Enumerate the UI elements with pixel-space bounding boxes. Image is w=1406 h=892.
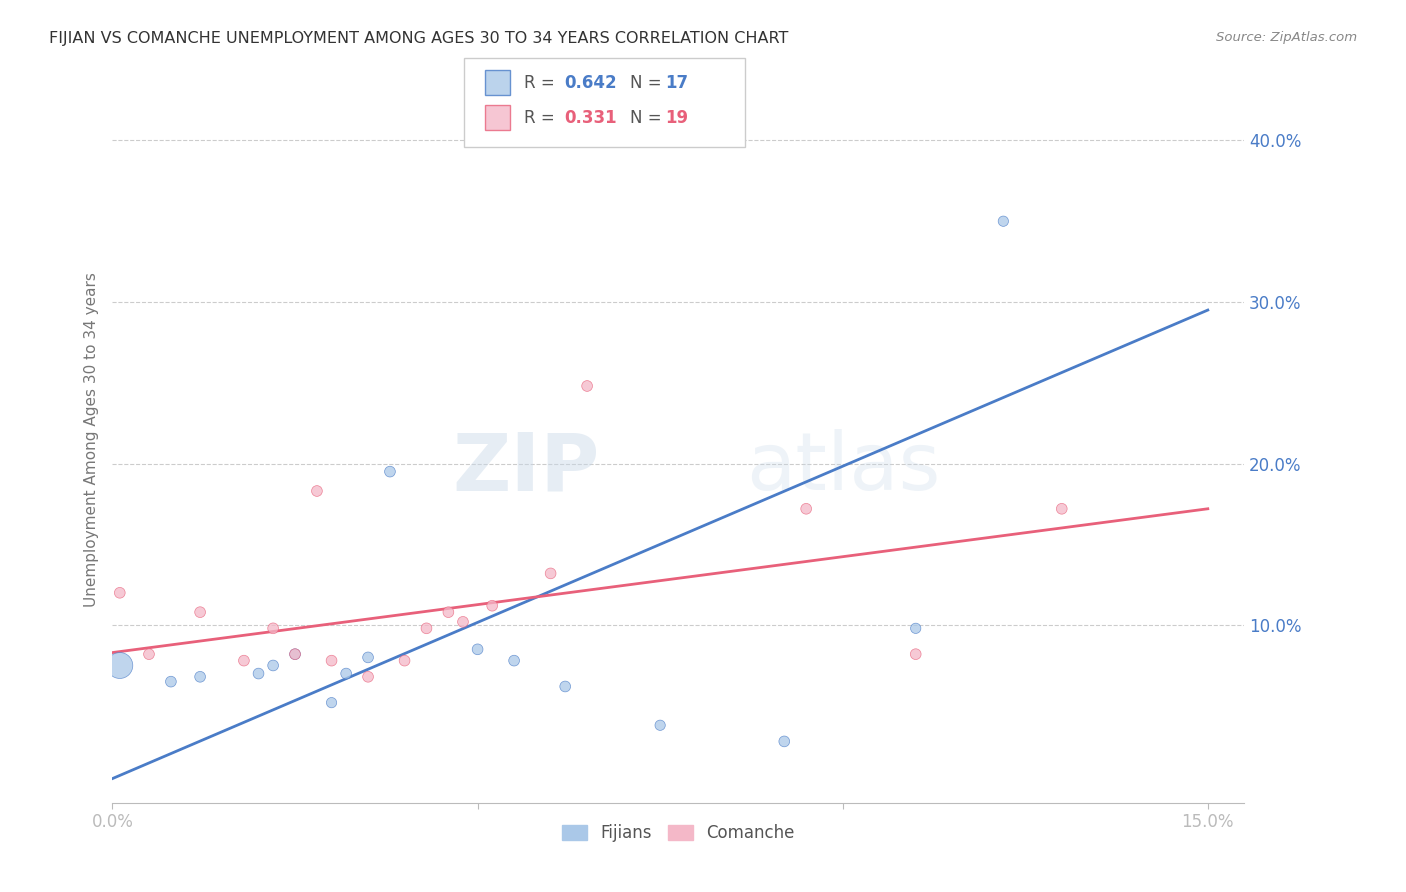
Text: atlas: atlas	[747, 429, 941, 508]
Point	[467, 642, 489, 657]
Point	[451, 615, 474, 629]
Text: FIJIAN VS COMANCHE UNEMPLOYMENT AMONG AGES 30 TO 34 YEARS CORRELATION CHART: FIJIAN VS COMANCHE UNEMPLOYMENT AMONG AG…	[49, 31, 789, 46]
Text: 0.642: 0.642	[564, 74, 616, 92]
Text: 17: 17	[665, 74, 688, 92]
Text: Source: ZipAtlas.com: Source: ZipAtlas.com	[1216, 31, 1357, 45]
Point	[232, 654, 254, 668]
Point	[108, 658, 131, 673]
Point	[904, 621, 927, 635]
Point	[284, 647, 307, 661]
Point	[305, 483, 328, 498]
Text: R =: R =	[524, 109, 561, 127]
Point	[650, 718, 672, 732]
Point	[247, 666, 270, 681]
Point	[904, 647, 927, 661]
Point	[554, 680, 576, 694]
Point	[262, 658, 284, 673]
Y-axis label: Unemployment Among Ages 30 to 34 years: Unemployment Among Ages 30 to 34 years	[83, 272, 98, 607]
Point	[188, 605, 211, 619]
Text: N =: N =	[630, 109, 666, 127]
Text: N =: N =	[630, 74, 666, 92]
Point	[503, 654, 526, 668]
Point	[394, 654, 416, 668]
Point	[773, 734, 796, 748]
Point	[108, 586, 131, 600]
Point	[993, 214, 1015, 228]
Point	[437, 605, 460, 619]
Text: ZIP: ZIP	[451, 429, 599, 508]
Point	[378, 465, 401, 479]
Point	[357, 650, 380, 665]
Point	[540, 566, 562, 581]
Point	[335, 666, 357, 681]
Legend: Fijians, Comanche: Fijians, Comanche	[555, 818, 801, 849]
Point	[481, 599, 503, 613]
Point	[1050, 501, 1073, 516]
Point	[794, 501, 817, 516]
Point	[188, 670, 211, 684]
Point	[284, 647, 307, 661]
Point	[321, 696, 343, 710]
Text: 0.331: 0.331	[564, 109, 616, 127]
Point	[138, 647, 160, 661]
Point	[321, 654, 343, 668]
Point	[576, 379, 599, 393]
Point	[160, 674, 183, 689]
Point	[357, 670, 380, 684]
Text: 19: 19	[665, 109, 688, 127]
Text: R =: R =	[524, 74, 561, 92]
Point	[262, 621, 284, 635]
Point	[415, 621, 437, 635]
